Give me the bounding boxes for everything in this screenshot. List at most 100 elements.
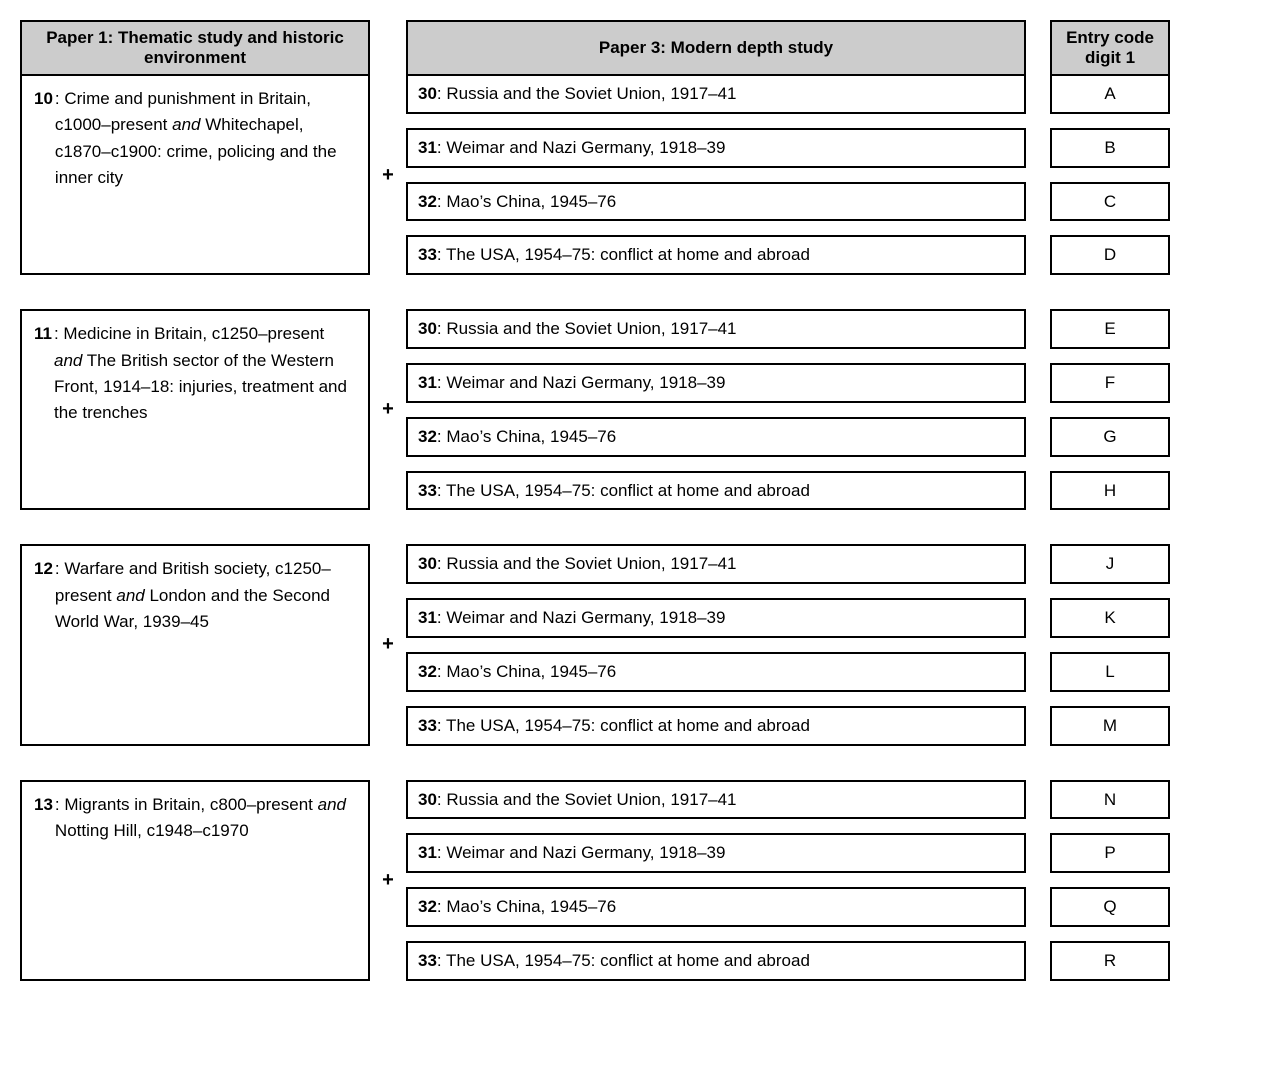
row-gap xyxy=(1026,235,1050,275)
paper3-option-box: 31: Weimar and Nazi Germany, 1918–39 xyxy=(406,598,1026,638)
row-gap xyxy=(1026,471,1050,511)
paper3-option-number: 31 xyxy=(418,843,437,862)
paper3-row: 31: Weimar and Nazi Germany, 1918–39F xyxy=(406,363,1170,403)
header-spacer-gap xyxy=(1026,20,1050,76)
paper3-option-title: : Russia and the Soviet Union, 1917–41 xyxy=(437,554,737,573)
paper3-option-title: : Russia and the Soviet Union, 1917–41 xyxy=(437,790,737,809)
paper1-option-box: 10: Crime and punishment in Britain, c10… xyxy=(20,76,370,275)
paper1-column: 12: Warfare and British society, c1250–p… xyxy=(20,544,370,745)
paper3-row: 33: The USA, 1954–75: conflict at home a… xyxy=(406,235,1170,275)
entry-code-box: R xyxy=(1050,941,1170,981)
paper3-rows: 30: Russia and the Soviet Union, 1917–41… xyxy=(406,309,1170,510)
paper3-option-title: : Mao’s China, 1945–76 xyxy=(437,662,616,681)
entry-code-value: R xyxy=(1104,951,1116,970)
paper3-rows: 30: Russia and the Soviet Union, 1917–41… xyxy=(406,780,1170,981)
paper3-option-title: : Weimar and Nazi Germany, 1918–39 xyxy=(437,138,726,157)
paper3-option-number: 32 xyxy=(418,427,437,446)
plus-symbol: + xyxy=(370,309,406,510)
and-conjunction: and xyxy=(54,351,82,370)
paper3-row: 33: The USA, 1954–75: conflict at home a… xyxy=(406,941,1170,981)
paper3-option-title: : Weimar and Nazi Germany, 1918–39 xyxy=(437,608,726,627)
entry-code-value: M xyxy=(1103,716,1117,735)
entry-code-value: P xyxy=(1104,843,1115,862)
plus-symbol: + xyxy=(370,76,406,275)
header-entry-code: Entry code digit 1 xyxy=(1050,20,1170,76)
paper1-column: 10: Crime and punishment in Britain, c10… xyxy=(20,76,370,275)
row-gap xyxy=(1026,76,1050,114)
row-gap xyxy=(1026,363,1050,403)
entry-code-value: K xyxy=(1104,608,1115,627)
entry-code-value: D xyxy=(1104,245,1116,264)
paper3-option-number: 32 xyxy=(418,897,437,916)
row-gap xyxy=(1026,887,1050,927)
paper3-option-number: 31 xyxy=(418,373,437,392)
paper1-option-text: : Migrants in Britain, c800–present and … xyxy=(55,792,356,845)
paper3-option-box: 30: Russia and the Soviet Union, 1917–41 xyxy=(406,544,1026,584)
paper3-option-box: 33: The USA, 1954–75: conflict at home a… xyxy=(406,706,1026,746)
paper3-option-title: : The USA, 1954–75: conflict at home and… xyxy=(437,716,810,735)
entry-code-box: J xyxy=(1050,544,1170,584)
paper3-row: 33: The USA, 1954–75: conflict at home a… xyxy=(406,706,1170,746)
paper3-option-box: 33: The USA, 1954–75: conflict at home a… xyxy=(406,235,1026,275)
paper1-option-box: 11: Medicine in Britain, c1250–present a… xyxy=(20,309,370,510)
and-conjunction: and xyxy=(116,586,144,605)
paper3-option-title: : Weimar and Nazi Germany, 1918–39 xyxy=(437,843,726,862)
paper3-rows: 30: Russia and the Soviet Union, 1917–41… xyxy=(406,76,1170,275)
plus-symbol: + xyxy=(370,780,406,981)
entry-code-box: B xyxy=(1050,128,1170,168)
entry-code-value: C xyxy=(1104,192,1116,211)
paper3-option-box: 32: Mao’s China, 1945–76 xyxy=(406,182,1026,222)
entry-code-box: E xyxy=(1050,309,1170,349)
paper3-row: 30: Russia and the Soviet Union, 1917–41… xyxy=(406,780,1170,820)
paper1-option-box: 13: Migrants in Britain, c800–present an… xyxy=(20,780,370,981)
entry-code-box: N xyxy=(1050,780,1170,820)
row-gap xyxy=(1026,941,1050,981)
paper3-row: 33: The USA, 1954–75: conflict at home a… xyxy=(406,471,1170,511)
paper3-row: 30: Russia and the Soviet Union, 1917–41… xyxy=(406,309,1170,349)
row-gap xyxy=(1026,598,1050,638)
paper3-option-box: 32: Mao’s China, 1945–76 xyxy=(406,887,1026,927)
row-gap xyxy=(1026,182,1050,222)
header-spacer-plus xyxy=(370,20,406,76)
paper1-option-text: : Warfare and British society, c1250–pre… xyxy=(55,556,356,635)
paper3-option-number: 30 xyxy=(418,319,437,338)
paper3-option-box: 33: The USA, 1954–75: conflict at home a… xyxy=(406,941,1026,981)
paper3-option-title: : Mao’s China, 1945–76 xyxy=(437,192,616,211)
and-conjunction: and xyxy=(318,795,346,814)
entry-code-value: F xyxy=(1105,373,1115,392)
row-gap xyxy=(1026,780,1050,820)
entry-code-value: J xyxy=(1106,554,1115,573)
paper3-option-title: : The USA, 1954–75: conflict at home and… xyxy=(437,245,810,264)
paper3-option-number: 33 xyxy=(418,951,437,970)
paper3-option-number: 30 xyxy=(418,84,437,103)
header-paper3: Paper 3: Modern depth study xyxy=(406,20,1026,76)
entry-code-value: A xyxy=(1104,84,1115,103)
entry-code-box: K xyxy=(1050,598,1170,638)
paper3-option-number: 33 xyxy=(418,481,437,500)
paper3-option-number: 31 xyxy=(418,608,437,627)
row-gap xyxy=(1026,706,1050,746)
entry-code-box: C xyxy=(1050,182,1170,222)
entry-code-box: F xyxy=(1050,363,1170,403)
paper3-option-number: 30 xyxy=(418,790,437,809)
entry-code-box: M xyxy=(1050,706,1170,746)
paper3-option-number: 33 xyxy=(418,245,437,264)
paper3-option-number: 32 xyxy=(418,662,437,681)
entry-code-value: L xyxy=(1105,662,1114,681)
paper3-row: 32: Mao’s China, 1945–76Q xyxy=(406,887,1170,927)
header-row: Paper 1: Thematic study and historic env… xyxy=(20,20,1268,76)
paper3-row: 30: Russia and the Soviet Union, 1917–41… xyxy=(406,76,1170,114)
paper3-option-box: 33: The USA, 1954–75: conflict at home a… xyxy=(406,471,1026,511)
paper3-option-title: : Russia and the Soviet Union, 1917–41 xyxy=(437,319,737,338)
paper3-row: 32: Mao’s China, 1945–76 C xyxy=(406,182,1170,222)
entry-code-box: D xyxy=(1050,235,1170,275)
paper3-row: 31: Weimar and Nazi Germany, 1918–39 K xyxy=(406,598,1170,638)
paper3-row: 30: Russia and the Soviet Union, 1917–41… xyxy=(406,544,1170,584)
paper3-option-number: 31 xyxy=(418,138,437,157)
row-gap xyxy=(1026,833,1050,873)
paper1-column: 11: Medicine in Britain, c1250–present a… xyxy=(20,309,370,510)
paper3-option-box: 31: Weimar and Nazi Germany, 1918–39 xyxy=(406,128,1026,168)
paper1-option-number: 13 xyxy=(34,792,53,845)
paper1-option-box: 12: Warfare and British society, c1250–p… xyxy=(20,544,370,745)
paper3-row: 32: Mao’s China, 1945–76G xyxy=(406,417,1170,457)
